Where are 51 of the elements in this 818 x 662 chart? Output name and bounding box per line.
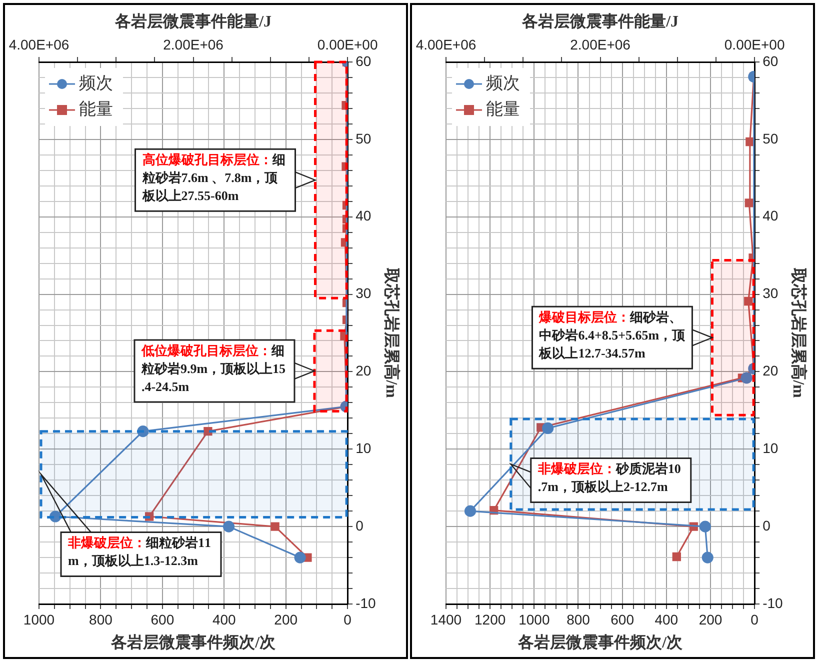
x-tick-label: 1000 <box>23 611 55 628</box>
x-axis-title: 各岩层微震事件频次/次 <box>110 634 276 652</box>
x-tick-label: 0 <box>344 611 352 628</box>
x-axis-title: 各岩层微震事件频次/次 <box>517 634 684 652</box>
y-axis-title: 取芯孔岩层累高/m <box>382 267 402 399</box>
x2-axis-title: 各岩层微震事件能量/J <box>114 12 272 31</box>
legend-label: 频次 <box>79 74 113 93</box>
legend-label: 频次 <box>486 74 520 93</box>
x-tick-label: 1200 <box>474 611 506 628</box>
y-tick-label: 40 <box>356 208 372 224</box>
text: 非爆破层位：砂质泥岩10.7m，顶板以上2-12.7m <box>538 461 681 494</box>
x-tick-label: 400 <box>212 611 236 628</box>
y-tick-label: 60 <box>762 52 778 69</box>
y-tick-label: 30 <box>762 285 778 302</box>
x-tick-label: 400 <box>654 611 678 628</box>
y-tick-label: 0 <box>762 517 771 534</box>
text: 爆破目标层位：细砂岩、中砂岩6.4+8.5+5.65m，顶板以上12.7-34.57m <box>539 310 686 361</box>
x-tick-label: 0 <box>750 611 759 628</box>
x-tick-label: 1400 <box>430 611 462 628</box>
x-tick-label: 200 <box>698 611 722 628</box>
x2-tick-label: 2.00E+06 <box>570 36 631 52</box>
y-tick-label: -10 <box>762 594 784 611</box>
y-tick-label: 30 <box>356 285 372 302</box>
x2-axis-title: 各岩层微震事件能量/J <box>521 12 679 31</box>
x-tick-label: 1000 <box>518 611 550 628</box>
x2-tick-label: 2.00E+06 <box>163 36 224 52</box>
y-tick-label: 10 <box>762 440 778 456</box>
y-tick-label: 60 <box>356 52 372 69</box>
text: 低位爆破孔目标层位：细粒砂岩9.9m，顶板以上15.4-24.5m <box>141 342 286 394</box>
y-tick-label: 50 <box>356 130 372 146</box>
x2-tick-label: 4.00E+06 <box>8 36 70 52</box>
x2-tick-label: 4.00E+06 <box>416 36 476 52</box>
y-tick-label: 50 <box>762 130 778 146</box>
legend-label: 能量 <box>79 100 113 119</box>
x-tick-label: 800 <box>89 611 113 628</box>
legend-label: 能量 <box>486 100 520 119</box>
y-tick-label: 40 <box>762 208 778 224</box>
text: 高位爆破孔目标层位：细粒砂岩7.6m 、7.8m，顶板以上27.55-60m <box>142 152 286 203</box>
x2-tick-label: 0.00E+00 <box>317 36 378 52</box>
x-tick-label: 600 <box>150 611 174 628</box>
x-tick-label: 200 <box>274 611 298 628</box>
x2-tick-label: 0.00E+00 <box>724 36 785 52</box>
y-tick-label: 10 <box>356 440 372 456</box>
text: 非爆破层位：细粒砂岩11m，顶板以上1.3-12.3m <box>68 535 211 568</box>
y-tick-label: 0 <box>356 517 364 534</box>
y-axis-title: 取芯孔岩层累高/m <box>789 267 808 399</box>
y-tick-label: 20 <box>356 362 372 379</box>
y-tick-label: -10 <box>356 594 376 611</box>
x-tick-label: 600 <box>610 611 634 628</box>
x-tick-label: 800 <box>566 611 590 628</box>
y-tick-label: 20 <box>762 362 778 379</box>
